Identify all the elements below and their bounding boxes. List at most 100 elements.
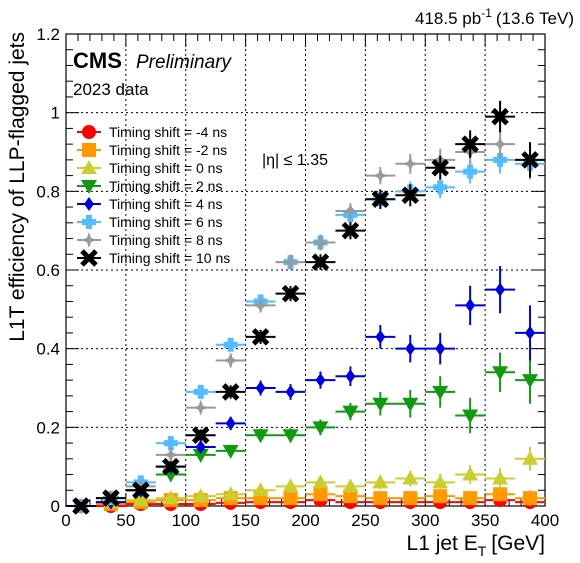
x-axis-title-sub: T	[478, 543, 487, 559]
y-tick-label: 1.2	[36, 25, 60, 44]
data-point	[255, 381, 266, 395]
data-point	[313, 487, 328, 502]
legend-marker	[84, 197, 94, 211]
data-point	[282, 429, 299, 444]
legend-entry: Timing shift = 4 ns	[77, 196, 222, 212]
legend-label: Timing shift = 0 ns	[109, 160, 222, 176]
lumi-label: 418.5 pb-1 (13.6 TeV)	[415, 6, 574, 28]
data-point	[132, 481, 150, 500]
plot-area: 0 50 100 150 200 250 300 350 400 0 0.2 0.4 0.6 0.8 1 1.…	[36, 25, 559, 530]
legend-entry: Timing shift = -2 ns	[77, 142, 227, 158]
data-point	[373, 491, 388, 506]
data-point	[491, 107, 509, 126]
legend-marker	[81, 160, 97, 174]
lumi-energy: (13.6 TeV)	[496, 9, 574, 28]
data-point	[162, 457, 180, 476]
data-point	[223, 337, 238, 352]
lumi-exponent: -1	[481, 6, 492, 20]
legend-entry: Timing shift = 0 ns	[77, 160, 222, 176]
data-point	[432, 474, 449, 489]
data-point	[462, 409, 479, 424]
y-tick-label: 0.6	[36, 261, 60, 280]
data-point	[315, 373, 326, 388]
legend-marker	[81, 180, 97, 194]
legend-label: Timing shift = -2 ns	[109, 142, 227, 158]
data-point	[461, 135, 479, 153]
data-point	[372, 474, 389, 489]
series-4	[66, 266, 545, 513]
dataset-label: 2023 data	[73, 80, 149, 99]
legend-marker	[82, 143, 96, 157]
data-point	[402, 155, 419, 172]
data-point	[282, 254, 299, 271]
legend-label: Timing shift = -4 ns	[109, 124, 227, 140]
data-point	[252, 482, 269, 497]
data-point	[132, 492, 149, 507]
data-point	[283, 491, 298, 506]
x-tick-label: 150	[231, 511, 259, 530]
data-point	[401, 186, 420, 205]
x-tick-label: 250	[351, 511, 379, 530]
x-axis-title-unit: [GeV]	[491, 532, 545, 555]
data-point	[193, 384, 208, 399]
data-point	[225, 416, 236, 431]
data-point	[252, 297, 269, 314]
series-2	[66, 447, 545, 512]
data-point	[463, 164, 478, 179]
data-point	[463, 491, 478, 506]
x-axis-title-main: L1 jet E	[407, 532, 478, 555]
data-point	[492, 470, 509, 485]
data-point	[222, 444, 239, 459]
data-point	[72, 497, 90, 515]
legend-marker	[81, 232, 97, 248]
data-point	[405, 341, 416, 356]
data-point	[222, 352, 239, 369]
data-point	[525, 325, 536, 340]
x-tick-label: 0	[61, 511, 70, 530]
data-point	[192, 488, 209, 503]
data-point	[342, 478, 359, 493]
data-point	[285, 384, 296, 399]
legend-entry: Timing shift = 6 ns	[77, 214, 222, 230]
x-axis-title: L1 jet ET [GeV]	[407, 532, 545, 559]
data-point	[163, 436, 178, 451]
data-point	[523, 491, 538, 506]
y-tick-label: 0	[51, 497, 60, 516]
data-point	[342, 405, 359, 420]
legend-entry: Timing shift = 10 ns	[77, 249, 230, 267]
data-point	[312, 421, 329, 436]
data-point	[371, 190, 390, 208]
data-point	[251, 328, 270, 346]
data-point	[403, 491, 418, 506]
legend-label: Timing shift = 6 ns	[109, 214, 222, 230]
data-point	[465, 298, 476, 313]
data-point	[493, 152, 508, 167]
data-point	[372, 397, 389, 412]
data-point	[462, 466, 479, 481]
data-point	[162, 490, 179, 505]
data-point	[221, 383, 240, 401]
legend-entry: Timing shift = -4 ns	[77, 124, 227, 140]
data-point	[252, 429, 269, 444]
legend-entry: Timing shift = 2 ns	[77, 178, 222, 194]
data-point	[492, 136, 509, 153]
legend-label: Timing shift = 4 ns	[109, 196, 222, 212]
y-tick-label: 0.2	[36, 418, 60, 437]
data-point	[282, 478, 299, 493]
data-point	[341, 221, 360, 240]
legend: Timing shift = -4 ns Timing shift = -2 ns…	[77, 124, 230, 267]
data-point	[375, 329, 386, 344]
data-point	[311, 253, 330, 271]
data-point	[432, 385, 449, 400]
data-point	[492, 366, 509, 381]
x-tick-label: 50	[116, 511, 135, 530]
x-tick-label: 200	[291, 511, 319, 530]
data-point	[191, 426, 210, 444]
legend-label: Timing shift = 2 ns	[109, 178, 222, 194]
data-point	[345, 369, 356, 384]
data-point	[372, 167, 389, 184]
y-tick-label: 0.4	[36, 340, 60, 359]
data-point	[312, 234, 329, 251]
legend-marker	[82, 215, 96, 229]
